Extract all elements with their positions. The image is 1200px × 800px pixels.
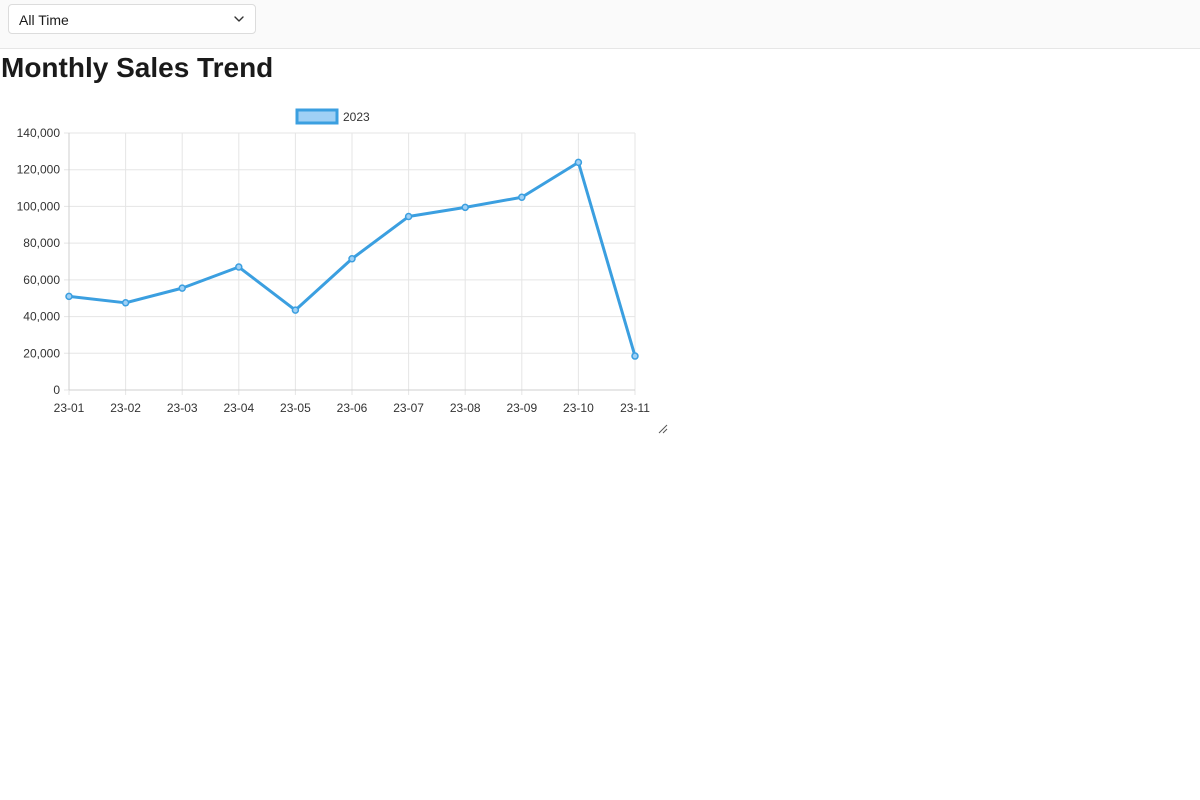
chevron-down-icon [234,16,244,22]
y-tick-label: 120,000 [17,163,61,177]
data-point [404,212,413,221]
x-tick-label: 23-11 [620,401,650,415]
data-point [348,254,356,263]
data-point [631,352,639,360]
legend-label: 2023 [343,110,370,124]
x-tick-label: 23-07 [393,401,424,415]
x-tick-label: 23-02 [110,401,141,415]
x-tick-label: 23-10 [563,401,594,415]
toolbar: All Time [0,0,1200,49]
x-tick-label: 23-05 [280,401,311,415]
legend-swatch [295,108,339,125]
y-tick-label: 100,000 [17,199,61,213]
data-point [235,263,243,271]
y-tick-label: 140,000 [17,126,61,140]
data-point [574,158,583,167]
time-range-select[interactable]: All Time [8,4,256,34]
sales-chart: 0 20,000 40,000 60,000 80,000 100,000 120,000 1… [0,100,670,438]
x-tick-label: 23-06 [337,401,368,415]
y-tick-label: 20,000 [23,346,60,360]
y-tick-label: 0 [53,383,60,397]
data-point [461,203,469,212]
page-title: Monthly Sales Trend [1,52,274,83]
data-point [65,292,73,301]
data-point [121,299,130,307]
y-tick-label: 40,000 [23,310,60,324]
y-tick-label: 80,000 [23,236,60,250]
data-point [291,306,300,314]
y-tick-label: 60,000 [23,273,60,287]
x-tick-label: 23-09 [506,401,537,415]
x-tick-label: 23-01 [54,401,85,415]
x-tick-label: 23-08 [450,401,481,415]
time-range-value: All Time [19,12,69,28]
resize-handle-icon[interactable] [658,424,668,434]
line-chart: 0 20,000 40,000 60,000 80,000 100,000 120,000 1… [17,108,650,415]
x-tick-label: 23-03 [167,401,198,415]
data-point [518,193,526,201]
x-tick-label: 23-04 [223,401,254,415]
data-point [178,284,186,292]
